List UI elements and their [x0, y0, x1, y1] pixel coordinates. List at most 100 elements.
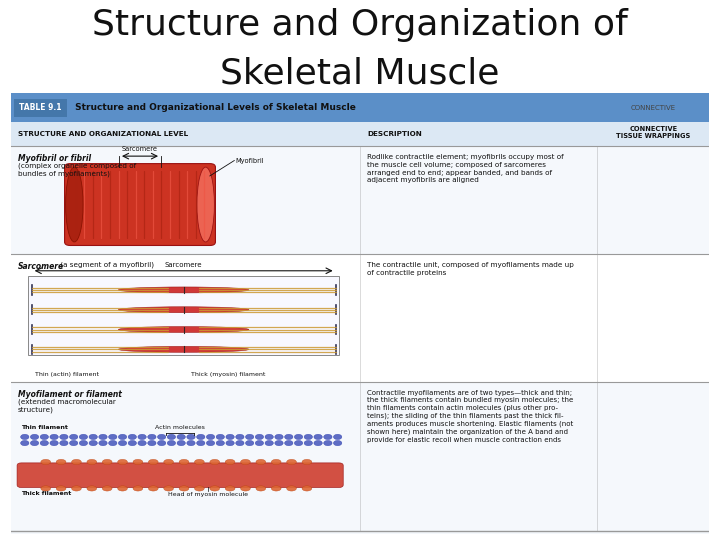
Ellipse shape	[71, 460, 81, 464]
Circle shape	[186, 441, 195, 446]
Circle shape	[148, 434, 156, 440]
Text: Skeletal Muscle: Skeletal Muscle	[220, 56, 500, 90]
Circle shape	[158, 434, 166, 440]
FancyBboxPatch shape	[11, 254, 709, 382]
Circle shape	[324, 434, 332, 440]
Circle shape	[158, 441, 166, 446]
Text: (complex organelle composed of
bundles of myofilaments): (complex organelle composed of bundles o…	[18, 163, 136, 178]
Text: (extended macromolecular
structure): (extended macromolecular structure)	[18, 399, 116, 413]
Ellipse shape	[210, 486, 220, 491]
Circle shape	[235, 441, 244, 446]
FancyBboxPatch shape	[11, 146, 709, 254]
Text: Sarcomere: Sarcomere	[165, 262, 202, 268]
Text: Rodlike contractile element; myofibrils occupy most of
the muscle cell volume; c: Rodlike contractile element; myofibrils …	[367, 154, 564, 184]
Ellipse shape	[225, 460, 235, 464]
Circle shape	[256, 441, 264, 446]
Circle shape	[89, 441, 97, 446]
Circle shape	[60, 441, 68, 446]
Ellipse shape	[179, 460, 189, 464]
Circle shape	[109, 434, 117, 440]
Ellipse shape	[179, 486, 189, 491]
Text: Thin filament: Thin filament	[22, 426, 68, 430]
Text: Thick (myosin) filament: Thick (myosin) filament	[191, 372, 265, 377]
Circle shape	[167, 434, 176, 440]
Circle shape	[40, 434, 48, 440]
Circle shape	[197, 434, 205, 440]
Circle shape	[275, 441, 283, 446]
Circle shape	[40, 441, 48, 446]
Ellipse shape	[271, 460, 281, 464]
Ellipse shape	[118, 346, 249, 352]
Circle shape	[333, 434, 342, 440]
Circle shape	[197, 441, 205, 446]
Text: Myofibril: Myofibril	[235, 158, 264, 164]
Circle shape	[89, 434, 97, 440]
Circle shape	[186, 434, 195, 440]
Ellipse shape	[225, 486, 235, 491]
Text: Myofilament or filament: Myofilament or filament	[18, 389, 122, 399]
Circle shape	[148, 441, 156, 446]
Circle shape	[21, 441, 29, 446]
Text: Contractile myofilaments are of two types—thick and thin;
the thick filaments co: Contractile myofilaments are of two type…	[367, 389, 573, 443]
Text: Sarcomere: Sarcomere	[122, 146, 158, 152]
Circle shape	[50, 434, 58, 440]
Circle shape	[30, 434, 39, 440]
Ellipse shape	[194, 486, 204, 491]
Ellipse shape	[197, 167, 215, 242]
Ellipse shape	[87, 486, 96, 491]
Ellipse shape	[56, 486, 66, 491]
Circle shape	[246, 441, 254, 446]
Circle shape	[118, 441, 127, 446]
Text: (a segment of a myofibril): (a segment of a myofibril)	[58, 262, 154, 268]
Circle shape	[30, 441, 39, 446]
Circle shape	[333, 441, 342, 446]
Ellipse shape	[256, 486, 266, 491]
Text: Thick filament: Thick filament	[22, 491, 71, 496]
Text: Structure and Organizational Levels of Skeletal Muscle: Structure and Organizational Levels of S…	[72, 103, 356, 112]
Circle shape	[284, 441, 293, 446]
Ellipse shape	[87, 460, 96, 464]
Circle shape	[79, 441, 88, 446]
Circle shape	[314, 434, 323, 440]
Circle shape	[50, 441, 58, 446]
Circle shape	[109, 441, 117, 446]
Circle shape	[275, 434, 283, 440]
Ellipse shape	[287, 486, 297, 491]
Circle shape	[265, 441, 274, 446]
Circle shape	[216, 441, 225, 446]
Ellipse shape	[118, 287, 249, 293]
Ellipse shape	[117, 460, 127, 464]
Circle shape	[138, 434, 146, 440]
Circle shape	[304, 441, 312, 446]
Circle shape	[99, 434, 107, 440]
FancyBboxPatch shape	[14, 99, 67, 117]
Ellipse shape	[56, 460, 66, 464]
Text: CONNECTIVE: CONNECTIVE	[631, 105, 676, 111]
Circle shape	[177, 441, 186, 446]
Circle shape	[99, 441, 107, 446]
Text: Actin molecules: Actin molecules	[156, 426, 205, 430]
FancyBboxPatch shape	[11, 382, 709, 534]
Circle shape	[314, 441, 323, 446]
Circle shape	[226, 441, 234, 446]
Circle shape	[256, 434, 264, 440]
Circle shape	[294, 434, 302, 440]
Text: TABLE 9.1: TABLE 9.1	[19, 103, 62, 112]
Circle shape	[265, 434, 274, 440]
Ellipse shape	[163, 460, 174, 464]
Ellipse shape	[148, 460, 158, 464]
Ellipse shape	[302, 486, 312, 491]
Text: Thin (actin) filament: Thin (actin) filament	[35, 372, 99, 377]
Text: Sarcomere: Sarcomere	[18, 262, 64, 271]
Circle shape	[138, 441, 146, 446]
Ellipse shape	[271, 486, 281, 491]
Ellipse shape	[210, 460, 220, 464]
Text: DESCRIPTION: DESCRIPTION	[367, 131, 422, 137]
Ellipse shape	[302, 460, 312, 464]
Circle shape	[294, 441, 302, 446]
Circle shape	[69, 434, 78, 440]
Text: Head of myosin molecule: Head of myosin molecule	[168, 492, 248, 497]
Circle shape	[216, 434, 225, 440]
FancyBboxPatch shape	[65, 164, 215, 246]
FancyBboxPatch shape	[11, 93, 709, 122]
